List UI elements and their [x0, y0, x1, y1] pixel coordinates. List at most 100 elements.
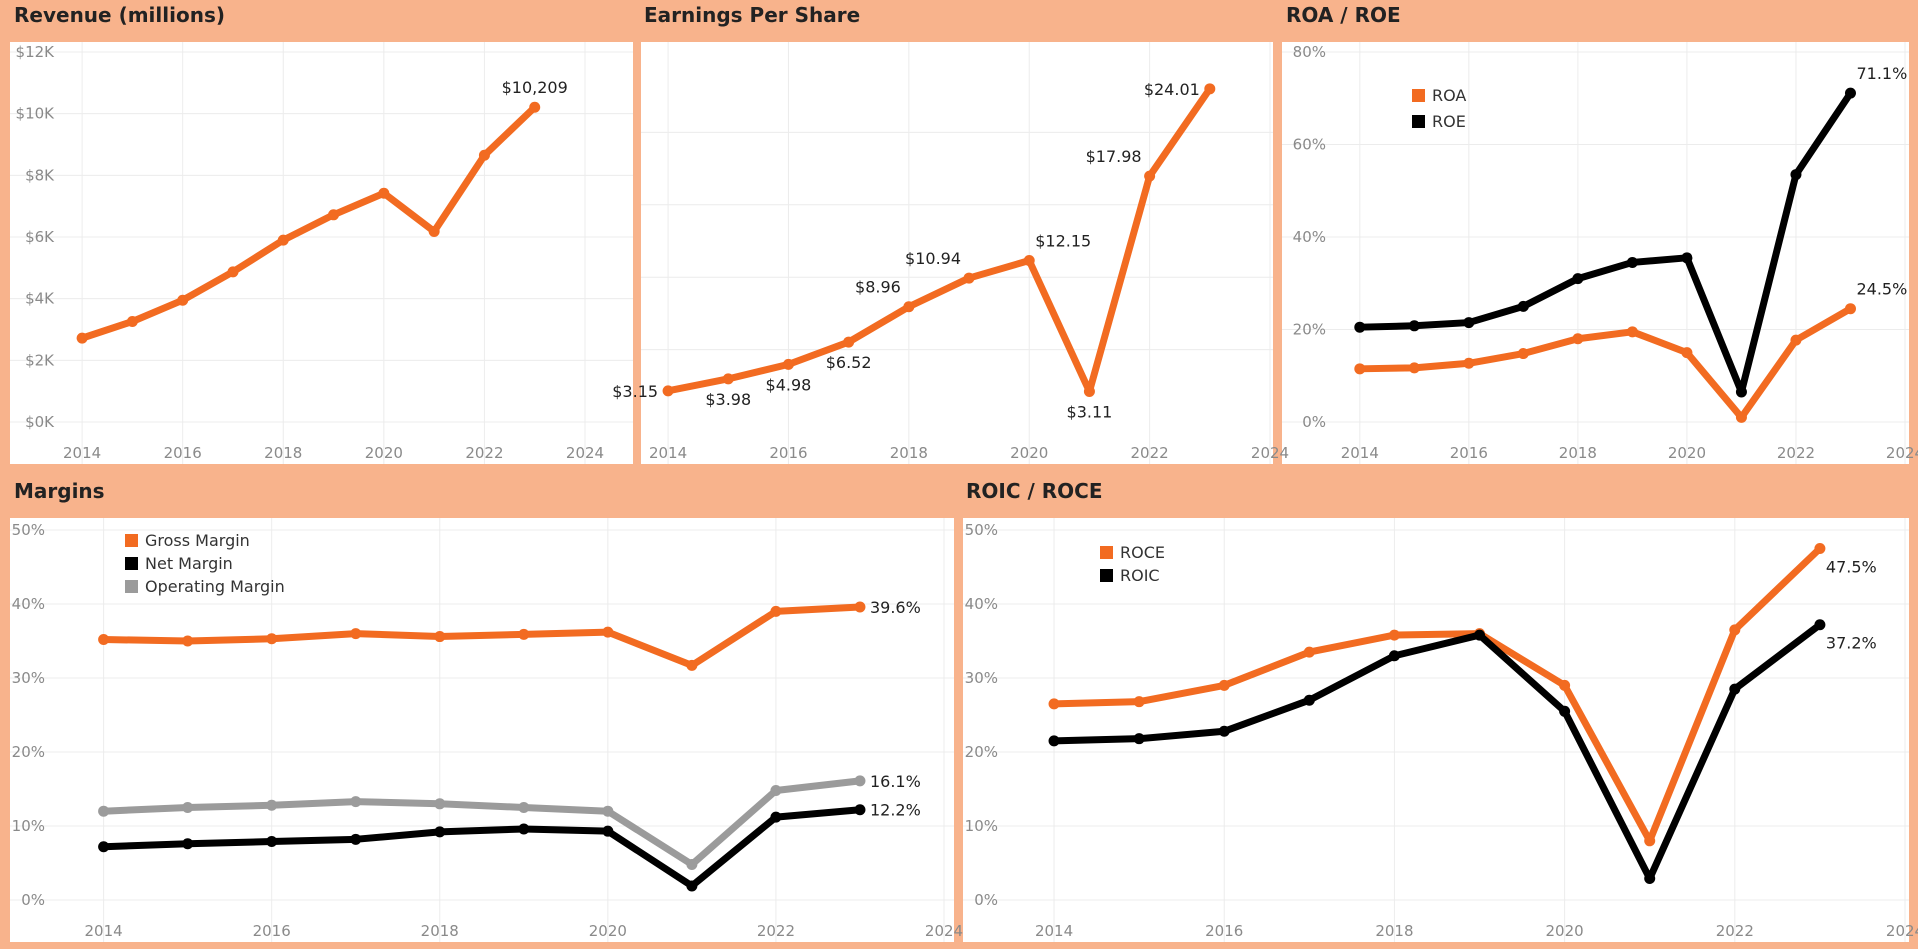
- roic_roce-legend-label: ROCE: [1120, 543, 1165, 562]
- margins-legend-swatch: [125, 534, 138, 547]
- margins-net-margin-point: [518, 823, 530, 835]
- roic_roce-roce-point: [1388, 629, 1400, 641]
- roic_roce-legend-swatch: [1100, 569, 1113, 582]
- roic_roce-roic-point: [1303, 694, 1315, 706]
- roic_roce-xtick-label: 2020: [1546, 922, 1584, 940]
- margins-operating-margin-point: [266, 799, 278, 811]
- margins-operating-margin-point: [434, 798, 446, 810]
- roic_roce-roic-point: [1133, 733, 1145, 745]
- roa_roe-ytick-label: 0%: [1302, 413, 1326, 431]
- revenue-xtick-label: 2024: [566, 444, 604, 462]
- roa_roe-roa-point: [1354, 363, 1366, 375]
- roa_roe-roe-point: [1463, 317, 1475, 329]
- margins-gross-margin-point: [602, 626, 614, 638]
- roa_roe-roe-point: [1735, 386, 1747, 398]
- roic_roce-ytick-label: 0%: [974, 891, 998, 909]
- margins-operating-margin-point: [686, 858, 698, 870]
- eps-eps-point: [722, 373, 734, 385]
- roa_roe-xtick-label: 2016: [1450, 444, 1488, 462]
- revenue-revenue-point: [76, 332, 88, 344]
- margins-net-margin-line: [100, 806, 864, 890]
- margins-legend-label: Gross Margin: [145, 531, 250, 550]
- roic_roce-roce-line: [1050, 545, 1824, 845]
- revenue-title: Revenue (millions): [14, 3, 225, 27]
- roa_roe-xtick-label: 2014: [1341, 444, 1379, 462]
- eps-eps-data-label: $3.98: [705, 390, 751, 409]
- margins-gross-margin-point: [434, 631, 446, 643]
- margins-gross-margin-point: [98, 634, 110, 646]
- eps-eps-data-label: $8.96: [855, 278, 901, 297]
- margins-legend-swatch: [125, 557, 138, 570]
- margins-xtick-label: 2016: [253, 922, 291, 940]
- revenue-ytick-label: $6K: [25, 228, 55, 246]
- roa_roe-ytick-label: 20%: [1293, 321, 1326, 339]
- margins-operating-margin-point: [518, 802, 530, 813]
- margins-net-margin-point: [98, 841, 110, 853]
- roa_roe-roa-point: [1790, 334, 1802, 346]
- roic_roce-roce-point: [1303, 646, 1315, 658]
- margins-operating-margin-point: [770, 784, 782, 796]
- roic_roce-ytick-label: 20%: [965, 743, 998, 761]
- roic_roce-xtick-label: 2018: [1375, 922, 1413, 940]
- roic_roce-ytick-label: 50%: [965, 521, 998, 539]
- margins-legend-label: Operating Margin: [145, 577, 285, 596]
- margins-operating-margin-data-label: 16.1%: [870, 772, 921, 791]
- margins-net-margin-point: [266, 836, 278, 848]
- roa_roe-roa-point: [1517, 348, 1529, 360]
- revenue-revenue-point: [478, 149, 490, 161]
- margins-gross-margin-data-label: 39.6%: [870, 598, 921, 617]
- margins-legend-label: Net Margin: [145, 554, 233, 573]
- eps-eps-point: [963, 272, 975, 284]
- roa_roe-legend-label: ROE: [1432, 112, 1466, 131]
- roa_roe-roa-data-label: 24.5%: [1856, 280, 1907, 299]
- margins-legend-swatch: [125, 580, 138, 593]
- revenue-revenue-point: [328, 209, 340, 221]
- margins-ytick-label: 0%: [21, 891, 45, 909]
- eps-eps-data-label: $17.98: [1086, 147, 1142, 166]
- roic_roce-roic-data-label: 37.2%: [1826, 634, 1877, 653]
- roic_roce-roce-point: [1814, 543, 1826, 554]
- roa_roe-roa-point: [1572, 333, 1584, 345]
- roic_roce-ytick-label: 30%: [965, 669, 998, 687]
- eps-eps-data-label: $6.52: [826, 353, 872, 372]
- roa_roe-roe-point: [1354, 321, 1366, 333]
- revenue-revenue-point: [277, 234, 289, 246]
- revenue-xtick-label: 2022: [465, 444, 503, 462]
- roa_roe-roe-line: [1356, 89, 1854, 396]
- eps-title: Earnings Per Share: [644, 3, 861, 27]
- eps-eps-data-label: $3.11: [1067, 402, 1113, 421]
- roic_roce-roce-point: [1218, 679, 1230, 691]
- eps-xtick-label: 2014: [649, 444, 687, 462]
- roic_roce-roce-point: [1644, 835, 1656, 847]
- roa_roe-xtick-label: 2020: [1668, 444, 1706, 462]
- roa_roe-roe-point: [1626, 256, 1638, 268]
- roic_roce-roic-point: [1048, 735, 1060, 747]
- roic-roce-title: ROIC / ROCE: [966, 479, 1103, 503]
- revenue-revenue-point: [227, 266, 239, 278]
- roa_roe-roa-point: [1844, 303, 1856, 315]
- eps-xtick-label: 2020: [1010, 444, 1048, 462]
- margins-net-margin-data-label: 12.2%: [870, 801, 921, 820]
- revenue-revenue-point: [428, 225, 440, 237]
- revenue-ytick-label: $4K: [25, 290, 55, 308]
- margins-ytick-label: 10%: [12, 817, 45, 835]
- margins-operating-margin-point: [350, 796, 362, 808]
- margins-gross-margin-point: [686, 659, 698, 671]
- margins-ytick-label: 50%: [12, 521, 45, 539]
- roa_roe-roe-point: [1408, 320, 1420, 332]
- margins-xtick-label: 2014: [85, 922, 123, 940]
- roa_roe-ytick-label: 60%: [1293, 136, 1326, 154]
- eps-chart: 2014 2016 2018 2020 2022 2024 $3.15 $3.98 $4.98 $…: [612, 42, 1289, 464]
- roic_roce-roce-point: [1048, 698, 1060, 710]
- roa_roe-roe-point: [1572, 273, 1584, 285]
- roa_roe-xtick-label: 2022: [1777, 444, 1815, 462]
- eps-eps-point: [843, 336, 855, 348]
- margins-chart: 0% 10% 20% 30% 40% 50% 2014 2016 2018 2020 2022 202…: [10, 518, 963, 942]
- revenue-ytick-label: $8K: [25, 166, 55, 184]
- roa_roe-xtick-label: 2024: [1886, 444, 1918, 462]
- revenue-ytick-label: $12K: [16, 43, 56, 61]
- roic_roce-legend-label: ROIC: [1120, 566, 1160, 585]
- roic_roce-ytick-label: 40%: [965, 595, 998, 613]
- revenue-chart: $0K $2K $4K $6K $8K $10K $12K 2014 2016 2018 2020 2…: [10, 42, 633, 464]
- roa-roe-plot-area: [1282, 42, 1909, 464]
